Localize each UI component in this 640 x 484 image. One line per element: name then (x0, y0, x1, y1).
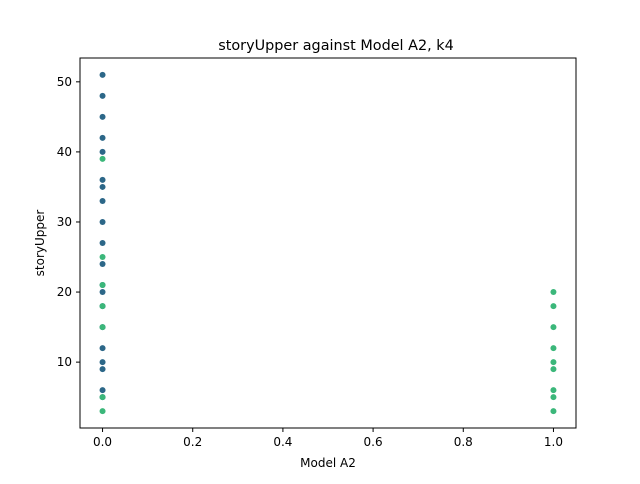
data-point-dark-8 (99, 218, 106, 225)
data-point-light-6 (99, 408, 106, 415)
x-tick-label: 0.2 (183, 435, 202, 449)
data-point-light-10 (550, 345, 557, 352)
data-point-dark-12 (99, 289, 106, 296)
data-point-light-7 (550, 289, 557, 296)
data-point-dark-5 (99, 176, 106, 183)
x-tick-label: 0.6 (364, 435, 383, 449)
data-point-light-9 (550, 324, 557, 331)
data-point-dark-3 (99, 134, 106, 141)
x-tick-label: 1.0 (544, 435, 563, 449)
data-point-dark-2 (99, 113, 106, 120)
y-tick-label: 40 (57, 145, 72, 159)
data-point-light-13 (550, 387, 557, 394)
y-tick-label: 50 (57, 75, 72, 89)
data-point-dark-17 (99, 366, 106, 373)
y-axis-label: storyUpper (33, 210, 47, 277)
y-tick-label: 30 (57, 215, 72, 229)
data-point-dark-15 (99, 345, 106, 352)
data-point-light-0 (99, 155, 106, 162)
data-point-dark-7 (99, 197, 106, 204)
x-axis-label: Model A2 (300, 456, 356, 470)
data-points (99, 71, 557, 415)
data-point-dark-6 (99, 183, 106, 190)
y-tick-label: 20 (57, 285, 72, 299)
data-point-light-14 (550, 394, 557, 401)
data-point-dark-1 (99, 92, 106, 99)
x-tick-label: 0.0 (93, 435, 112, 449)
data-point-dark-4 (99, 148, 106, 155)
x-axis-ticks: 0.0 0.2 0.4 0.6 0.8 1.0 (93, 428, 563, 449)
data-point-light-11 (550, 359, 557, 366)
data-point-dark-9 (99, 240, 106, 246)
data-point-dark-18 (99, 387, 106, 394)
x-tick-label: 0.4 (273, 435, 292, 449)
data-point-light-2 (99, 282, 106, 289)
chart-title: storyUpper against Model A2, k4 (218, 38, 454, 54)
plot-frame (79, 57, 577, 429)
data-point-light-5 (99, 394, 106, 401)
x-tick-label: 0.8 (454, 435, 473, 449)
data-point-dark-0 (99, 71, 106, 78)
data-point-dark-16 (99, 359, 106, 366)
data-point-light-3 (99, 303, 106, 310)
data-point-light-12 (550, 366, 557, 373)
data-point-light-4 (99, 324, 106, 331)
y-tick-label: 10 (57, 355, 72, 369)
data-point-light-15 (550, 408, 557, 415)
data-point-light-1 (99, 254, 106, 261)
y-axis-ticks: 10 20 30 40 50 (57, 75, 80, 369)
data-point-dark-10 (99, 261, 106, 268)
data-point-light-8 (550, 303, 557, 310)
